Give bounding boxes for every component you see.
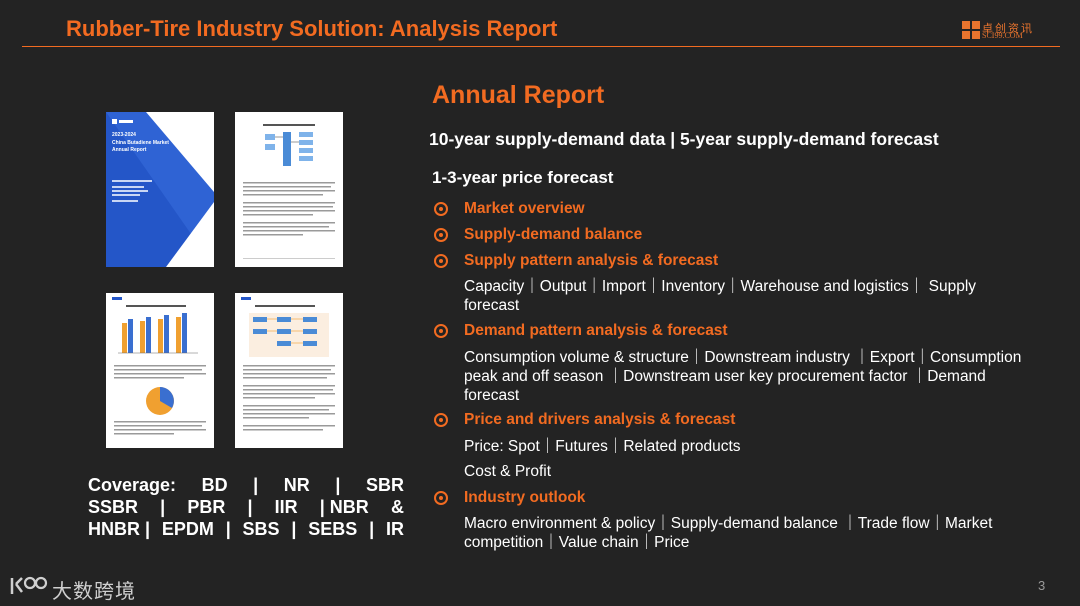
detail-line: Price: Spot｜Futures｜Related products bbox=[464, 438, 741, 455]
detail-line: peak and off season ｜Downstream user key… bbox=[464, 368, 986, 385]
section-demand-pattern: Demand pattern analysis & forecast bbox=[434, 322, 1054, 342]
coverage-item: | NBR bbox=[319, 497, 369, 517]
section-label: Market overview bbox=[464, 200, 585, 217]
detail-line: forecast bbox=[464, 297, 520, 314]
slide-title: Rubber-Tire Industry Solution: Analysis … bbox=[66, 16, 558, 41]
coverage-item: IR bbox=[385, 519, 404, 539]
header-divider bbox=[22, 46, 1060, 47]
sci99-logo-icon bbox=[962, 21, 980, 39]
coverage-item: SBR bbox=[365, 475, 404, 495]
section-price-drivers: Price and drivers analysis & forecast bbox=[434, 411, 1054, 431]
price-drivers-details: Price: Spot｜Futures｜Related products Cos… bbox=[464, 437, 1064, 481]
coverage-item: | bbox=[247, 497, 253, 517]
target-bullet-icon bbox=[434, 324, 448, 338]
section-label: Price and drivers analysis & forecast bbox=[464, 411, 736, 428]
section-label: Demand pattern analysis & forecast bbox=[464, 322, 728, 339]
coverage-item: SBS bbox=[242, 519, 280, 539]
coverage-item: NR bbox=[283, 475, 310, 495]
industry-outlook-details: Macro environment & policy｜Supply-demand… bbox=[464, 514, 1064, 552]
coverage-item: PBR bbox=[187, 497, 226, 517]
brand-mark-icon bbox=[10, 576, 48, 594]
section-market-overview: Market overview bbox=[434, 200, 1054, 220]
coverage-item: SSBR bbox=[88, 497, 139, 517]
coverage-item: & bbox=[390, 497, 404, 517]
detail-line: Macro environment & policy｜Supply-demand… bbox=[464, 515, 993, 532]
supply-pattern-details: Capacity｜Output｜Import｜Inventory｜Warehou… bbox=[464, 277, 1064, 315]
report-page-diagram-thumbnail bbox=[235, 293, 343, 448]
coverage-item: | bbox=[335, 475, 341, 495]
report-cover-thumbnail: 2023-2024 China Butadiene Market Annual … bbox=[106, 112, 214, 267]
demand-pattern-details: Consumption volume & structure｜Downstrea… bbox=[464, 348, 1064, 405]
footer-brand-logo: 大数跨境 bbox=[10, 574, 150, 603]
report-page-flowchart-thumbnail bbox=[235, 112, 343, 267]
logo-en-text: SCI99.COM bbox=[982, 31, 1023, 40]
target-bullet-icon bbox=[434, 491, 448, 505]
coverage-item: Coverage: bbox=[88, 475, 177, 495]
cover-title-line: China Butadiene Market bbox=[112, 140, 169, 146]
coverage-item: EPDM bbox=[161, 519, 214, 539]
coverage-item: | bbox=[291, 519, 297, 539]
detail-line: Cost & Profit bbox=[464, 463, 551, 480]
cover-title-line: 2023-2024 bbox=[112, 132, 136, 138]
coverage-item: HNBR | bbox=[88, 519, 151, 539]
cover-title-line: Annual Report bbox=[112, 147, 147, 153]
detail-line: forecast bbox=[464, 387, 520, 404]
page-number: 3 bbox=[1038, 578, 1046, 593]
coverage-item: BD bbox=[201, 475, 228, 495]
footer-brand-text: 大数跨境 bbox=[52, 581, 136, 603]
coverage-item: | bbox=[253, 475, 259, 495]
target-bullet-icon bbox=[434, 254, 448, 268]
section-label: Industry outlook bbox=[464, 489, 586, 506]
section-label: Supply pattern analysis & forecast bbox=[464, 252, 719, 269]
coverage-item: IIR bbox=[274, 497, 298, 517]
price-forecast-line: 1-3-year price forecast bbox=[432, 168, 614, 187]
coverage-row: Coverage: BD | NR | SBR bbox=[88, 474, 404, 496]
supply-demand-line: 10-year supply-demand data | 5-year supp… bbox=[429, 129, 939, 149]
report-page-chart-thumbnail bbox=[106, 293, 214, 448]
detail-line: Consumption volume & structure｜Downstrea… bbox=[464, 349, 1022, 366]
target-bullet-icon bbox=[434, 413, 448, 427]
coverage-item: | bbox=[369, 519, 375, 539]
logo-cn-text: 卓创资讯 bbox=[982, 23, 1034, 35]
target-bullet-icon bbox=[434, 202, 448, 216]
section-supply-demand-balance: Supply-demand balance bbox=[434, 226, 1054, 246]
annual-report-heading: Annual Report bbox=[432, 81, 605, 109]
coverage-row: SSBR | PBR | IIR | NBR & bbox=[88, 496, 404, 518]
section-industry-outlook: Industry outlook bbox=[434, 489, 1054, 509]
coverage-item: | bbox=[160, 497, 166, 517]
section-label: Supply-demand balance bbox=[464, 226, 643, 243]
coverage-row: HNBR | EPDM | SBS | SEBS | IR bbox=[88, 518, 404, 540]
detail-line: Capacity｜Output｜Import｜Inventory｜Warehou… bbox=[464, 278, 977, 295]
sci99-logo: 卓创资讯 SCI99.COM bbox=[962, 20, 1062, 40]
section-supply-pattern: Supply pattern analysis & forecast bbox=[434, 252, 1054, 272]
coverage-item: SEBS bbox=[308, 519, 358, 539]
target-bullet-icon bbox=[434, 228, 448, 242]
coverage-list: Coverage: BD | NR | SBR SSBR | PBR | IIR… bbox=[88, 474, 404, 540]
detail-line: competition｜Value chain｜Price bbox=[464, 534, 690, 551]
coverage-item: | bbox=[225, 519, 231, 539]
